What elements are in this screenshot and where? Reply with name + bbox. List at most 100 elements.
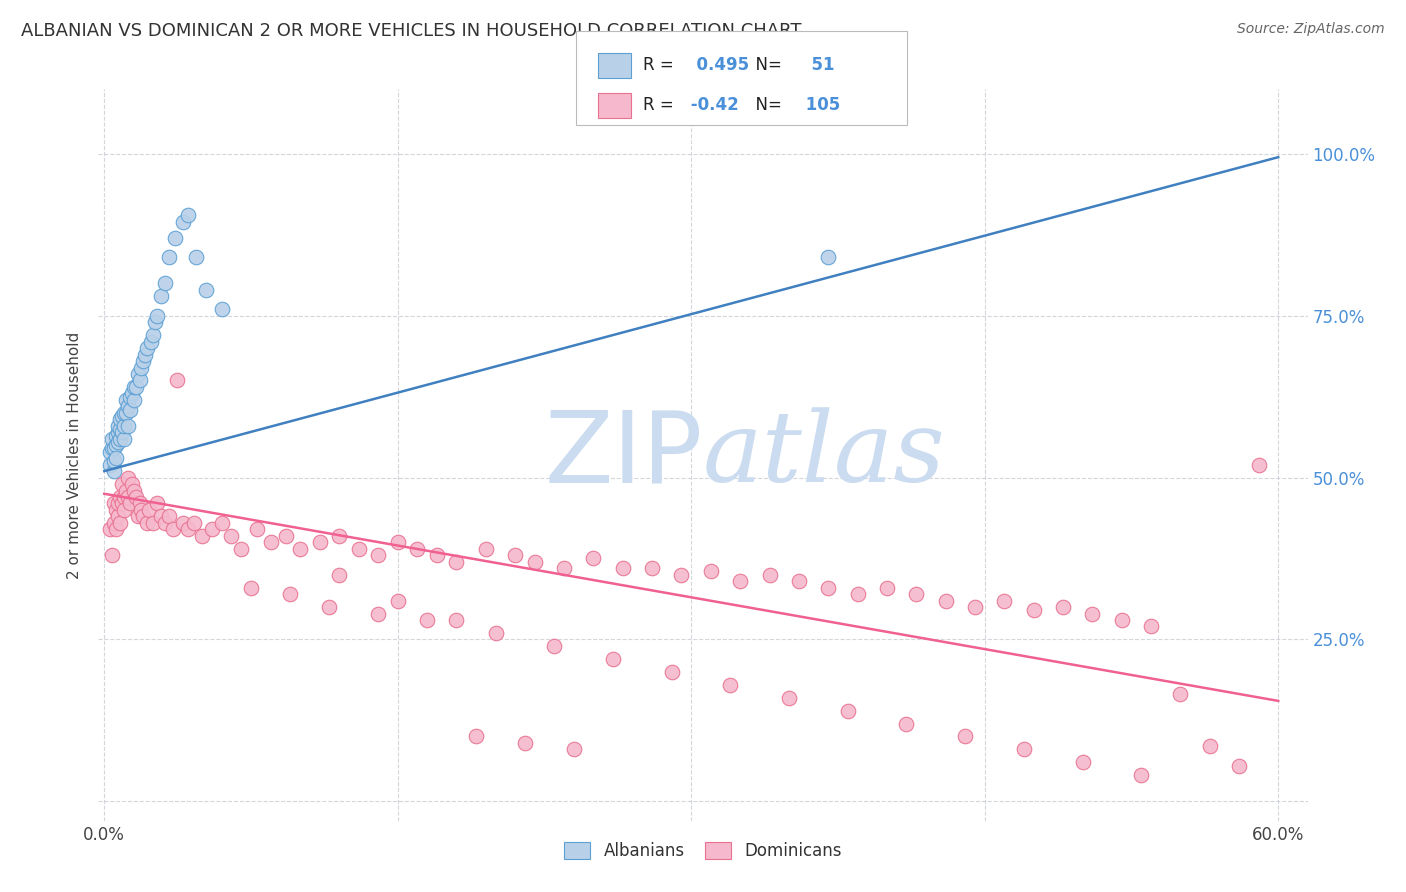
Point [150, 509, 173, 524]
Point [817, 581, 839, 595]
Point [103, 464, 125, 478]
Point [328, 529, 350, 543]
Point [142, 328, 165, 343]
Point [105, 503, 128, 517]
Point [163, 231, 186, 245]
Point [138, 503, 160, 517]
Point [1052, 600, 1074, 615]
Point [128, 496, 150, 510]
Point [103, 442, 125, 456]
Point [191, 529, 214, 543]
Point [1081, 607, 1104, 621]
Point [141, 334, 163, 349]
Point [107, 496, 129, 510]
Point [1130, 768, 1153, 782]
Point [143, 315, 166, 329]
Point [259, 535, 281, 549]
Point [111, 425, 134, 440]
Point [142, 516, 165, 530]
Point [201, 522, 224, 536]
Point [246, 522, 269, 536]
Point [1227, 758, 1250, 772]
Point [896, 716, 918, 731]
Point [1111, 613, 1133, 627]
Point [114, 483, 136, 498]
Point [166, 374, 188, 388]
Point [121, 477, 143, 491]
Point [105, 451, 128, 466]
Point [406, 541, 429, 556]
Point [661, 665, 683, 679]
Point [484, 626, 506, 640]
Point [107, 425, 129, 440]
Point [1012, 742, 1035, 756]
Point [136, 341, 159, 355]
Point [513, 736, 536, 750]
Point [426, 548, 449, 562]
Point [446, 555, 468, 569]
Point [157, 251, 180, 265]
Point [105, 522, 128, 536]
Point [183, 516, 205, 530]
Text: R =: R = [643, 96, 673, 114]
Point [117, 400, 139, 414]
Point [107, 418, 129, 433]
Point [103, 454, 125, 468]
Point [475, 541, 498, 556]
Y-axis label: 2 or more Vehicles in Household: 2 or more Vehicles in Household [67, 331, 83, 579]
Point [553, 561, 575, 575]
Point [276, 529, 298, 543]
Point [111, 477, 134, 491]
Point [111, 496, 134, 510]
Point [114, 392, 136, 407]
Point [387, 535, 409, 549]
Point [101, 548, 124, 562]
Point [108, 516, 131, 530]
Point [1071, 756, 1094, 770]
Legend: Albanians, Dominicans: Albanians, Dominicans [557, 836, 849, 867]
Point [114, 406, 136, 420]
Point [98, 444, 121, 458]
Point [132, 509, 155, 524]
Point [146, 496, 169, 510]
Point [1198, 739, 1220, 754]
Point [105, 438, 128, 452]
Text: N=: N= [745, 56, 782, 74]
Point [124, 490, 146, 504]
Point [136, 516, 159, 530]
Point [602, 652, 624, 666]
Point [240, 581, 263, 595]
Point [131, 503, 153, 517]
Point [103, 496, 125, 510]
Point [523, 555, 546, 569]
Point [953, 730, 976, 744]
Text: ALBANIAN VS DOMINICAN 2 OR MORE VEHICLES IN HOUSEHOLD CORRELATION CHART: ALBANIAN VS DOMINICAN 2 OR MORE VEHICLES… [21, 22, 801, 40]
Point [122, 380, 145, 394]
Point [107, 434, 129, 449]
Point [718, 678, 741, 692]
Point [98, 458, 121, 472]
Point [108, 412, 131, 426]
Point [231, 541, 253, 556]
Point [117, 418, 139, 433]
Point [117, 470, 139, 484]
Point [177, 209, 200, 223]
Point [1247, 458, 1270, 472]
Point [221, 529, 243, 543]
Point [446, 613, 468, 627]
Point [112, 406, 135, 420]
Point [318, 600, 340, 615]
Text: ZIP: ZIP [544, 407, 703, 503]
Point [108, 422, 131, 436]
Point [118, 390, 141, 404]
Point [700, 565, 723, 579]
Point [1140, 619, 1163, 633]
Point [195, 283, 218, 297]
Point [562, 742, 585, 756]
Point [278, 587, 301, 601]
Point [211, 302, 233, 317]
Point [131, 360, 153, 375]
Point [108, 432, 131, 446]
Point [876, 581, 898, 595]
Point [367, 607, 389, 621]
